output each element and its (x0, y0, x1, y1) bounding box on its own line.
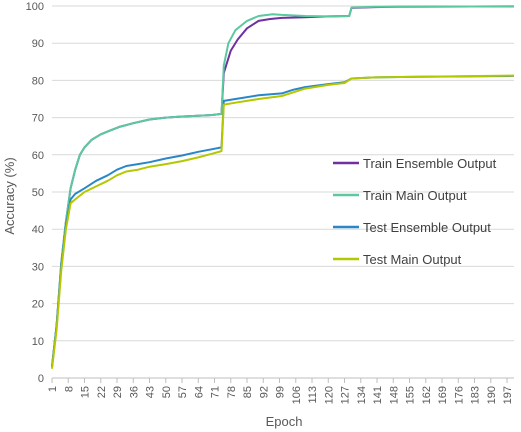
y-tick-label: 60 (32, 150, 44, 162)
x-tick-label: 64 (193, 386, 205, 398)
y-axis-title: Accuracy (%) (2, 157, 17, 234)
x-tick-label: 141 (372, 386, 384, 404)
x-tick-label: 71 (210, 386, 222, 398)
y-tick-label: 20 (32, 299, 44, 311)
x-tick-label: 190 (486, 386, 498, 404)
x-tick-label: 113 (307, 386, 319, 404)
x-tick-label: 29 (112, 386, 124, 398)
y-tick-label: 0 (38, 373, 44, 385)
x-tick-label: 22 (96, 386, 108, 398)
legend-label-3: Test Main Output (363, 252, 462, 267)
y-tick-label: 80 (32, 75, 44, 87)
gridlines (52, 5, 514, 379)
x-tick-label: 148 (388, 386, 400, 404)
x-tick-label: 85 (242, 386, 254, 398)
x-tick-label: 155 (405, 386, 417, 404)
y-tick-label: 50 (32, 187, 44, 199)
x-tick-label: 92 (258, 386, 270, 398)
axes (51, 377, 514, 383)
x-tick-label: 127 (340, 386, 352, 404)
x-tick-label: 106 (291, 386, 303, 404)
x-tick-label: 183 (470, 386, 482, 404)
x-tick-label: 99 (275, 386, 287, 398)
legend-label-2: Test Ensemble Output (363, 220, 491, 235)
x-tick-label: 134 (356, 386, 368, 404)
x-tick-label: 43 (145, 386, 157, 398)
x-tick-label: 50 (161, 386, 173, 398)
legend-label-0: Train Ensemble Output (363, 156, 497, 171)
x-tick-label: 169 (437, 386, 449, 404)
y-tick-label: 40 (32, 224, 44, 236)
x-tick-label: 78 (226, 386, 238, 398)
series-lines (51, 5, 515, 369)
y-tick-label: 30 (32, 261, 44, 273)
x-tick-label: 36 (128, 386, 140, 398)
x-tick-label: 1 (47, 386, 59, 392)
y-tick-label: 70 (32, 113, 44, 125)
y-tick-labels: 0 10 20 30 40 50 60 70 80 90 100 (26, 1, 44, 385)
legend: Train Ensemble Output Train Main Output Te… (333, 156, 497, 267)
y-tick-label: 90 (32, 38, 44, 50)
x-tick-label: 15 (80, 386, 92, 398)
series-line-3 (51, 74, 515, 369)
x-tick-label: 57 (177, 386, 189, 398)
x-tick-label: 120 (323, 386, 335, 404)
x-axis-title: Epoch (266, 414, 303, 429)
series-line-0 (51, 5, 515, 367)
x-tick-label: 8 (63, 386, 75, 392)
y-tick-label: 100 (26, 1, 44, 13)
x-tick-labels: 1 8 15 22 29 36 43 50 57 64 71 78 85 92 99 106 113 120 127… (47, 386, 514, 404)
x-tick-label: 176 (453, 386, 465, 404)
series-line-1 (51, 5, 515, 367)
x-tick-label: 162 (421, 386, 433, 404)
legend-label-1: Train Main Output (363, 188, 467, 203)
y-tick-label: 10 (32, 336, 44, 348)
x-tick-label: 197 (502, 386, 514, 404)
